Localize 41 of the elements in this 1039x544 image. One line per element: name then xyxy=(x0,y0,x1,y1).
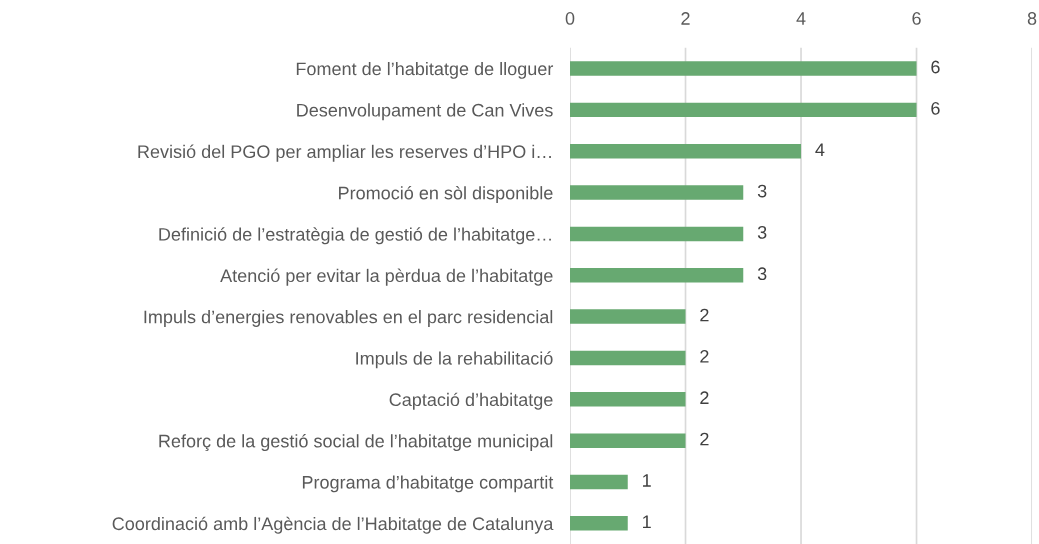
bar xyxy=(570,433,686,448)
y-tick-label: Impuls de la rehabilitació xyxy=(356,351,553,369)
data-label: 2 xyxy=(700,391,709,404)
data-label: 2 xyxy=(700,308,709,322)
data-label: 1 xyxy=(643,474,651,487)
bar xyxy=(570,144,802,159)
data-label: 4 xyxy=(815,143,825,156)
x-tick-label: 4 xyxy=(796,12,806,25)
data-label: 2 xyxy=(700,350,709,363)
data-label: 3 xyxy=(757,267,767,281)
y-tick-label: Impuls d’energies renovables en el parc residencial xyxy=(144,310,553,327)
bar xyxy=(570,474,628,490)
y-tick-label: Foment de l’habitatge de lloguer xyxy=(296,62,554,79)
y-tick-label: Promoció en sòl disponible xyxy=(339,185,553,203)
bar xyxy=(570,61,917,76)
x-tick-label: 2 xyxy=(681,12,690,25)
data-label: 3 xyxy=(757,225,767,239)
bar xyxy=(570,185,744,200)
bar xyxy=(570,102,917,118)
bar xyxy=(570,309,686,324)
bar xyxy=(570,516,628,531)
y-tick-label: Reforç de la gestió social de l’habitatge municipal xyxy=(159,433,553,452)
bar xyxy=(570,350,686,366)
x-tick-label: 8 xyxy=(1027,12,1037,25)
data-label: 3 xyxy=(757,184,767,198)
y-tick-label: Coordinació amb l’Agència de l’Habitatge de Catalunya xyxy=(112,516,554,534)
bar xyxy=(570,226,744,242)
x-tick-label: 0 xyxy=(565,12,575,25)
y-tick-label: Captació d’habitatge xyxy=(389,392,553,410)
bar xyxy=(570,268,744,283)
y-tick-label: Atenció per evitar la pèrdua de l’habitatge xyxy=(220,268,553,286)
data-label: 6 xyxy=(931,101,940,115)
y-tick-label: Programa d’habitatge compartit xyxy=(302,475,554,493)
data-label: 6 xyxy=(931,60,940,74)
bar xyxy=(570,392,686,407)
y-tick-label: Desenvolupament de Can Vives xyxy=(297,103,553,121)
data-label: 2 xyxy=(700,432,709,446)
y-tick-label: Definició de l’estratègia de gestió de l’habitatge… xyxy=(159,227,551,245)
y-tick-label: Revisió del PGO per ampliar les reserves d’HPO i… xyxy=(138,144,551,162)
x-tick-label: 6 xyxy=(912,12,921,25)
data-label: 1 xyxy=(643,515,651,528)
